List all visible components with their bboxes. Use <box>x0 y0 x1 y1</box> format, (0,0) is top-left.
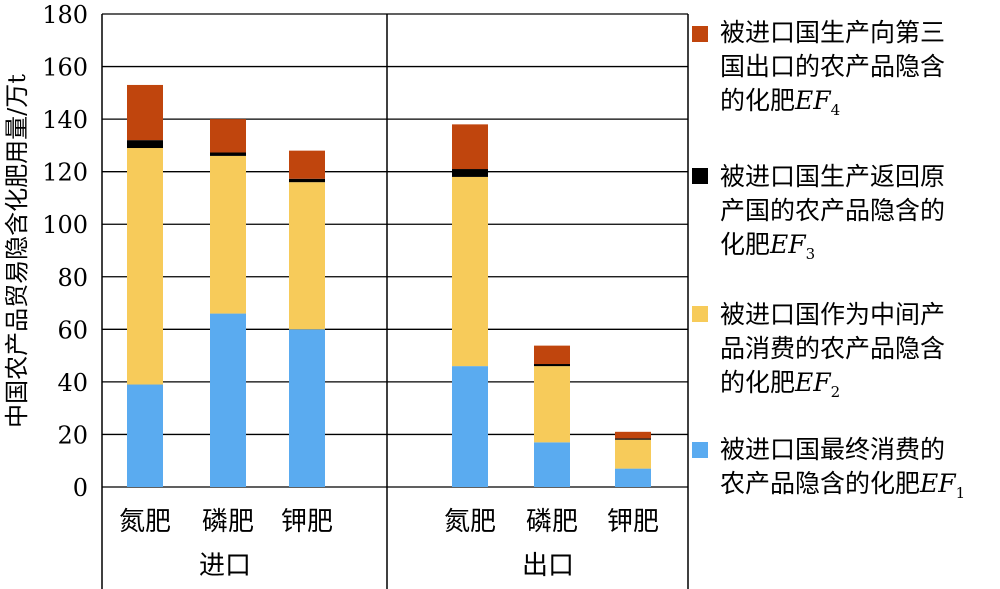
y-tick-label-7: 140 <box>42 106 88 134</box>
bar-segment-ef4-export-2 <box>615 431 651 439</box>
bar-segment-ef1-export-1 <box>534 442 570 487</box>
legend-ef1-subscript: 1 <box>955 484 966 502</box>
x-group-label-0: 进口 <box>199 551 251 581</box>
bar-segment-ef1-export-0 <box>452 366 488 487</box>
legend-ef4-symbol: EF <box>795 86 831 115</box>
legend-ef4-line2: 国出口的农产品隐含 <box>720 52 946 81</box>
bar-segment-ef4-import-1 <box>210 119 246 153</box>
legend-ef3-line3: 化肥 <box>720 230 771 259</box>
legend-ef2-line2: 品消费的农产品隐含 <box>720 334 946 363</box>
legend-ef3-symbol: EF <box>770 230 806 259</box>
y-tick-label-3: 60 <box>57 316 88 344</box>
bar-segment-ef3-import-2 <box>289 178 325 183</box>
y-tick-label-9: 180 <box>42 1 88 29</box>
legend-swatch-ef3 <box>692 168 708 184</box>
bar-segment-ef3-import-1 <box>210 152 246 156</box>
legend-swatch-ef2 <box>692 306 708 322</box>
bar-segment-ef1-import-0 <box>127 384 163 487</box>
y-axis-title: 中国农产品贸易隐含化肥用量/万t <box>3 74 31 428</box>
y-tick-label-6: 120 <box>42 159 88 187</box>
x-category-label-export-2: 钾肥 <box>607 507 659 537</box>
bar-segment-ef3-export-0 <box>452 169 488 177</box>
x-category-label-import-2: 钾肥 <box>281 507 333 537</box>
y-tick-label-5: 100 <box>42 211 88 239</box>
legend-swatch-ef4 <box>692 26 708 42</box>
bar-segment-ef1-export-2 <box>615 468 651 487</box>
legend-swatch-ef1 <box>692 442 708 458</box>
bar-segment-ef2-import-0 <box>127 148 163 385</box>
legend-label-ef1: 被进口国最终消费的 农产品隐含的化肥EF1 <box>720 433 990 510</box>
x-category-label-export-1: 磷肥 <box>526 507 578 537</box>
legend-ef2-line3: 的化肥 <box>720 368 796 397</box>
bar-segment-ef2-import-2 <box>289 182 325 330</box>
x-category-label-import-1: 磷肥 <box>202 507 254 537</box>
y-tick-label-2: 40 <box>57 369 88 397</box>
x-category-label-import-0: 氮肥 <box>119 507 171 537</box>
bar-segment-ef4-export-0 <box>452 124 488 170</box>
legend-ef1-symbol: EF <box>920 469 956 498</box>
legend-ef4-subscript: 4 <box>830 101 841 119</box>
y-tick-label-4: 80 <box>57 264 88 292</box>
x-group-label-1: 出口 <box>522 551 574 581</box>
bar-segment-ef3-import-0 <box>127 140 163 149</box>
legend-ef4-line3: 的化肥 <box>720 86 796 115</box>
legend-ef3-line1: 被进口国生产返回原 <box>720 162 946 191</box>
legend-ef2-subscript: 2 <box>830 383 841 401</box>
legend-label-ef3: 被进口国生产返回原 产国的农产品隐含的 化肥EF3 <box>720 160 990 271</box>
chart-legend: 被进口国生产向第三 国出口的农产品隐含 的化肥EF4 被进口国生产返回原 产国的… <box>690 0 1000 589</box>
legend-ef3-line2: 产国的农产品隐含的 <box>720 196 946 225</box>
y-tick-label-1: 20 <box>57 421 88 449</box>
bar-segment-ef4-import-0 <box>127 84 163 141</box>
legend-ef3-subscript: 3 <box>805 245 816 263</box>
bar-segment-ef3-export-1 <box>534 364 570 367</box>
bar-segment-ef2-export-0 <box>452 176 488 367</box>
bar-segment-ef4-export-1 <box>534 345 570 365</box>
legend-ef1-line2: 农产品隐含的化肥 <box>720 469 921 498</box>
legend-label-ef2: 被进口国作为中间产 品消费的农产品隐含 的化肥EF2 <box>720 298 990 409</box>
legend-label-ef4: 被进口国生产向第三 国出口的农产品隐含 的化肥EF4 <box>720 16 990 127</box>
bar-segment-ef3-export-2 <box>615 438 651 440</box>
x-category-label-export-0: 氮肥 <box>444 507 496 537</box>
bar-segment-ef2-export-1 <box>534 366 570 443</box>
bar-segment-ef1-import-1 <box>210 313 246 487</box>
y-tick-label-8: 160 <box>42 54 88 82</box>
bar-segment-ef1-import-2 <box>289 329 325 487</box>
bar-segment-ef4-import-2 <box>289 150 325 179</box>
bar-segment-ef2-export-2 <box>615 439 651 469</box>
legend-ef1-line1: 被进口国最终消费的 <box>720 435 946 464</box>
y-tick-label-0: 0 <box>73 474 88 502</box>
legend-ef2-line1: 被进口国作为中间产 <box>720 300 946 329</box>
legend-ef4-line1: 被进口国生产向第三 <box>720 18 946 47</box>
legend-ef2-symbol: EF <box>795 368 831 397</box>
bar-segment-ef2-import-1 <box>210 155 246 314</box>
